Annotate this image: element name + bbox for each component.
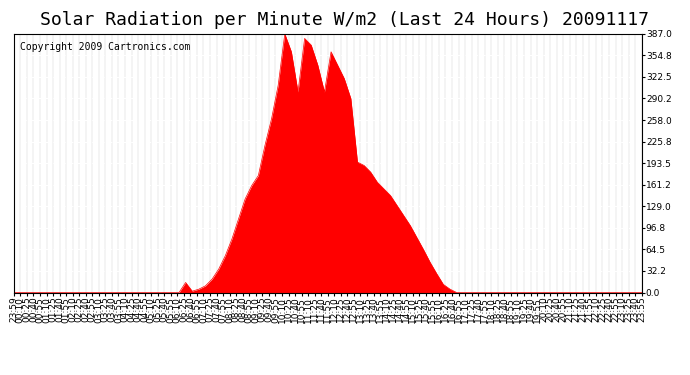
Text: Solar Radiation per Minute W/m2 (Last 24 Hours) 20091117: Solar Radiation per Minute W/m2 (Last 24… [41,11,649,29]
Text: Copyright 2009 Cartronics.com: Copyright 2009 Cartronics.com [20,42,190,51]
